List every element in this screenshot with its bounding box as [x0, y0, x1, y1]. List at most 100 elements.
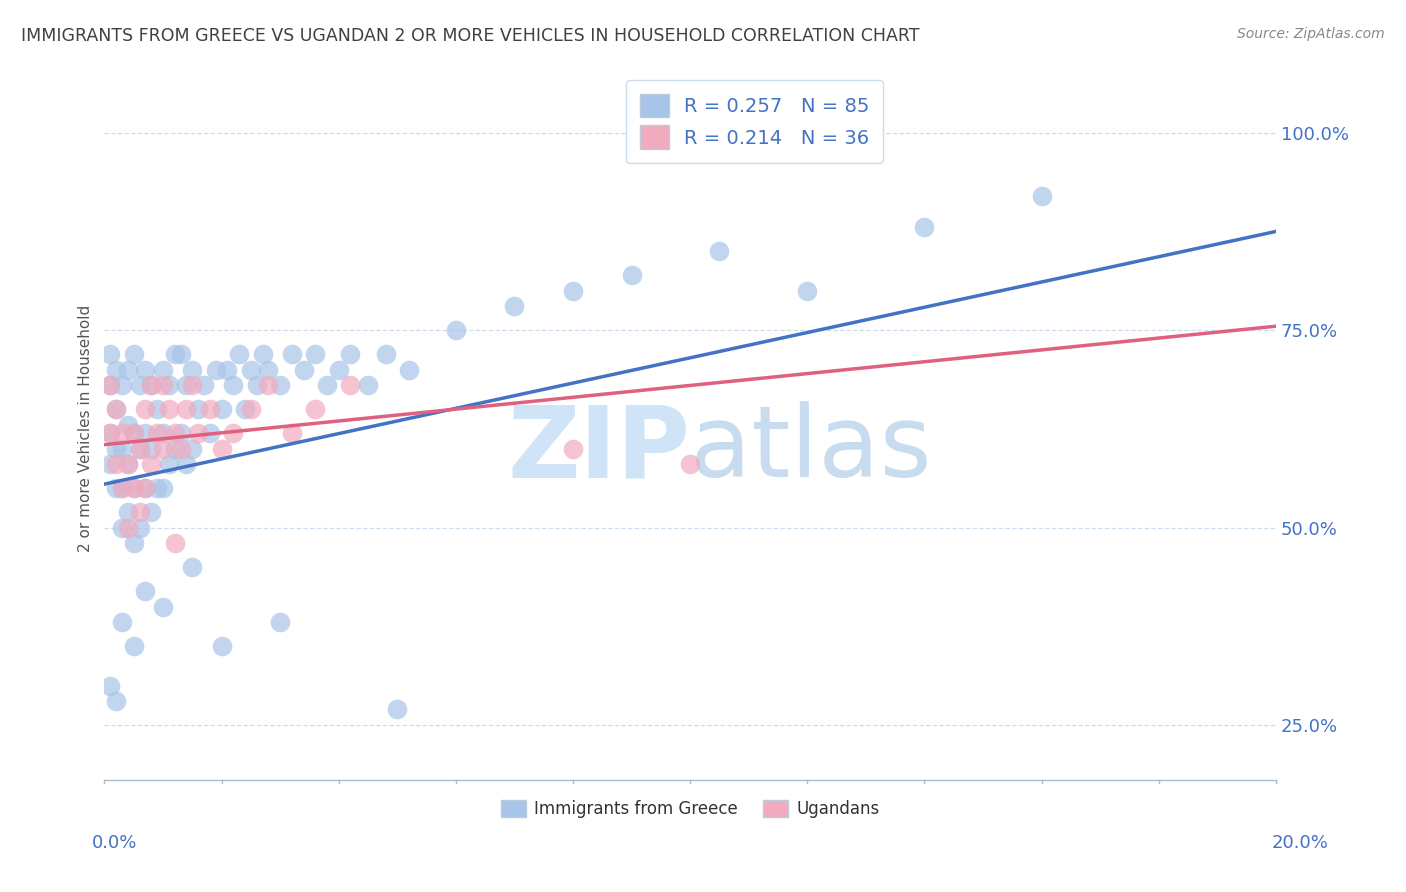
- Point: [562, 284, 585, 298]
- Point: [620, 268, 643, 282]
- Point: [152, 442, 174, 456]
- Point: [292, 362, 315, 376]
- Point: [176, 458, 198, 472]
- Point: [141, 505, 163, 519]
- Point: [176, 402, 198, 417]
- Point: [187, 402, 209, 417]
- Point: [111, 520, 134, 534]
- Point: [122, 425, 145, 440]
- Point: [105, 694, 128, 708]
- Point: [141, 378, 163, 392]
- Text: 0.0%: 0.0%: [91, 834, 136, 852]
- Point: [387, 702, 409, 716]
- Point: [269, 615, 291, 630]
- Point: [141, 442, 163, 456]
- Point: [141, 378, 163, 392]
- Point: [198, 402, 221, 417]
- Point: [98, 425, 121, 440]
- Point: [281, 347, 304, 361]
- Point: [134, 425, 156, 440]
- Point: [181, 442, 204, 456]
- Point: [181, 560, 204, 574]
- Point: [134, 402, 156, 417]
- Point: [163, 442, 186, 456]
- Point: [98, 378, 121, 392]
- Point: [122, 481, 145, 495]
- Point: [146, 425, 169, 440]
- Point: [122, 536, 145, 550]
- Point: [152, 378, 174, 392]
- Point: [503, 300, 526, 314]
- Text: ZIP: ZIP: [508, 401, 690, 499]
- Point: [181, 378, 204, 392]
- Point: [1031, 189, 1053, 203]
- Point: [562, 442, 585, 456]
- Point: [709, 244, 731, 259]
- Point: [239, 362, 262, 376]
- Point: [181, 362, 204, 376]
- Point: [211, 639, 233, 653]
- Point: [128, 520, 150, 534]
- Point: [398, 362, 420, 376]
- Point: [157, 458, 180, 472]
- Point: [134, 481, 156, 495]
- Point: [122, 425, 145, 440]
- Point: [105, 458, 128, 472]
- Text: atlas: atlas: [690, 401, 932, 499]
- Point: [316, 378, 339, 392]
- Point: [98, 378, 121, 392]
- Point: [444, 323, 467, 337]
- Point: [98, 347, 121, 361]
- Point: [246, 378, 269, 392]
- Point: [211, 402, 233, 417]
- Point: [111, 615, 134, 630]
- Point: [339, 378, 361, 392]
- Point: [252, 347, 274, 361]
- Point: [152, 481, 174, 495]
- Point: [163, 536, 186, 550]
- Point: [128, 505, 150, 519]
- Point: [304, 347, 326, 361]
- Y-axis label: 2 or more Vehicles in Household: 2 or more Vehicles in Household: [79, 305, 93, 552]
- Point: [169, 442, 191, 456]
- Point: [163, 425, 186, 440]
- Point: [105, 402, 128, 417]
- Point: [105, 362, 128, 376]
- Point: [157, 402, 180, 417]
- Point: [163, 347, 186, 361]
- Point: [169, 425, 191, 440]
- Point: [269, 378, 291, 392]
- Point: [122, 347, 145, 361]
- Point: [117, 520, 139, 534]
- Point: [111, 378, 134, 392]
- Point: [117, 458, 139, 472]
- Point: [679, 458, 702, 472]
- Point: [374, 347, 396, 361]
- Point: [228, 347, 250, 361]
- Point: [217, 362, 239, 376]
- Point: [796, 284, 818, 298]
- Point: [914, 220, 936, 235]
- Point: [122, 481, 145, 495]
- Point: [128, 378, 150, 392]
- Point: [339, 347, 361, 361]
- Point: [204, 362, 226, 376]
- Point: [222, 378, 245, 392]
- Point: [134, 583, 156, 598]
- Point: [328, 362, 350, 376]
- Point: [134, 481, 156, 495]
- Point: [111, 442, 134, 456]
- Text: Source: ZipAtlas.com: Source: ZipAtlas.com: [1237, 27, 1385, 41]
- Point: [257, 362, 280, 376]
- Point: [176, 378, 198, 392]
- Point: [193, 378, 215, 392]
- Point: [233, 402, 256, 417]
- Point: [141, 458, 163, 472]
- Point: [105, 402, 128, 417]
- Point: [281, 425, 304, 440]
- Point: [169, 347, 191, 361]
- Point: [122, 639, 145, 653]
- Point: [111, 425, 134, 440]
- Point: [105, 442, 128, 456]
- Point: [211, 442, 233, 456]
